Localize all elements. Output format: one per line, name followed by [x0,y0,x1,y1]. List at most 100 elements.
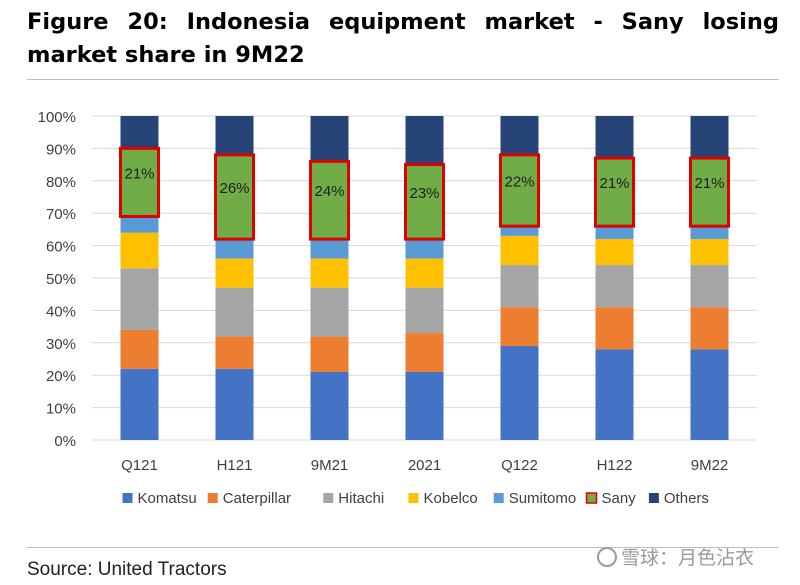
footer-divider [27,547,779,548]
y-tick-label: 40% [46,303,76,320]
bar-kobelco-9m22 [690,239,729,266]
bar-sany-q121 [120,148,159,217]
bar-hitachi-h121 [215,287,254,337]
legend-swatch-hitachi [323,493,334,503]
bar-sany-h121 [215,154,254,240]
sany-highlight-outline-h121 [214,153,255,241]
title-divider [27,79,779,80]
bar-others-q122 [500,116,539,155]
watermark: 雪球：月色沾衣 [597,543,754,570]
y-tick-label: 60% [46,239,76,256]
y-tick-label: 30% [46,336,76,353]
legend-swatch-komatsu [122,493,133,503]
y-tick-label: 20% [46,368,76,385]
bar-komatsu-h122 [595,349,634,440]
bar-others-h122 [595,116,634,159]
bar-caterpillar-9m22 [690,307,729,350]
bar-sany-2021 [405,164,444,240]
legend-label-caterpillar: Caterpillar [223,490,291,507]
bar-hitachi-9m22 [690,265,729,308]
data-label: 22% [504,174,534,191]
data-label: 26% [219,180,249,197]
bar-hitachi-h122 [595,265,634,308]
watermark-logo-icon [597,546,617,567]
y-tick-label: 10% [46,401,76,418]
x-tick-label: 9M22 [691,457,729,474]
bar-hitachi-9m21 [310,287,349,337]
bar-hitachi-2021 [405,287,444,334]
bar-hitachi-q122 [500,265,539,308]
bar-kobelco-2021 [405,258,444,288]
legend-swatch-sumitomo [493,493,504,503]
bar-kobelco-h122 [595,239,634,266]
bar-sumitomo-q121 [120,216,159,233]
legend: Komatsu Caterpillar Hitachi Kobelco Sumitomo… [122,490,709,507]
x-tick-label: Q122 [501,457,538,474]
bar-others-q121 [120,116,159,149]
sany-highlight-outline-9m22 [689,156,730,228]
bar-komatsu-h121 [215,368,254,440]
y-tick-label: 0% [54,433,76,450]
bar-sumitomo-2021 [405,239,444,259]
legend-swatch-sany [585,492,598,504]
bar-komatsu-2021 [405,371,444,440]
source-note: Source: United Tractors [27,559,227,580]
bar-sumitomo-9m22 [690,226,729,240]
y-tick-label: 70% [46,206,76,223]
x-tick-label: H121 [217,457,253,474]
bar-others-9m21 [310,116,349,162]
bar-others-9m22 [690,116,729,159]
bar-caterpillar-9m21 [310,336,349,372]
data-label: 21% [694,175,724,192]
bar-others-h121 [215,116,254,155]
bar-sany-h122 [595,158,634,227]
x-axis-tick-labels: Q121 H121 9M21 2021 Q122 H122 9M22 [121,457,728,474]
bar-hitachi-q121 [120,268,159,330]
sany-highlight-outline-9m21 [309,159,350,241]
sany-highlight-outline-h122 [594,156,635,228]
sany-highlight-outline-q121 [119,146,160,218]
watermark-text: 雪球：月色沾衣 [621,548,755,569]
legend-swatch-kobelco [408,493,419,503]
legend-label-others: Others [664,490,709,507]
legend-label-kobelco: Kobelco [424,490,478,507]
y-tick-label: 90% [46,141,76,158]
bar-caterpillar-q121 [120,329,159,369]
x-tick-label: Q121 [121,457,158,474]
data-label: 23% [409,185,439,202]
chart-title: Figure 20: Indonesia equipment market - … [27,9,779,68]
bar-others-2021 [405,116,444,165]
stacked-bar-chart: 0% 10% 20% 30% 40% 50% 60% 70% 80% 90% 100% 21% 26%… [38,109,757,507]
data-label: 24% [314,183,344,200]
bar-kobelco-q122 [500,235,539,266]
y-tick-label: 100% [38,109,76,126]
bar-caterpillar-2021 [405,333,444,372]
bar-kobelco-h121 [215,258,254,288]
bar-sumitomo-9m21 [310,239,349,259]
bar-caterpillar-q122 [500,307,539,347]
bar-caterpillar-h122 [595,307,634,350]
sany-data-labels: 21% 26% 24% 23% 22% 21% 21% [124,165,724,201]
bar-sumitomo-h122 [595,226,634,240]
bar-caterpillar-h121 [215,336,254,369]
bar-sany-9m22 [690,158,729,227]
bar-sumitomo-q122 [500,226,539,236]
bar-kobelco-9m21 [310,258,349,288]
bar-komatsu-9m22 [690,349,729,440]
x-tick-label: 9M21 [311,457,349,474]
data-label: 21% [599,175,629,192]
legend-swatch-caterpillar [207,493,218,503]
bar-komatsu-9m21 [310,371,349,440]
legend-label-sany: Sany [602,490,637,507]
x-tick-label: 2021 [408,457,441,474]
legend-label-komatsu: Komatsu [138,490,197,507]
sany-highlight-outline-2021 [404,163,445,241]
legend-swatch-others [648,493,659,503]
legend-label-hitachi: Hitachi [338,490,384,507]
x-tick-label: H122 [597,457,633,474]
data-label: 21% [124,165,154,182]
bar-stacks [119,116,730,440]
y-tick-label: 80% [46,174,76,191]
bar-kobelco-q121 [120,232,159,269]
bar-sany-q122 [500,154,539,227]
